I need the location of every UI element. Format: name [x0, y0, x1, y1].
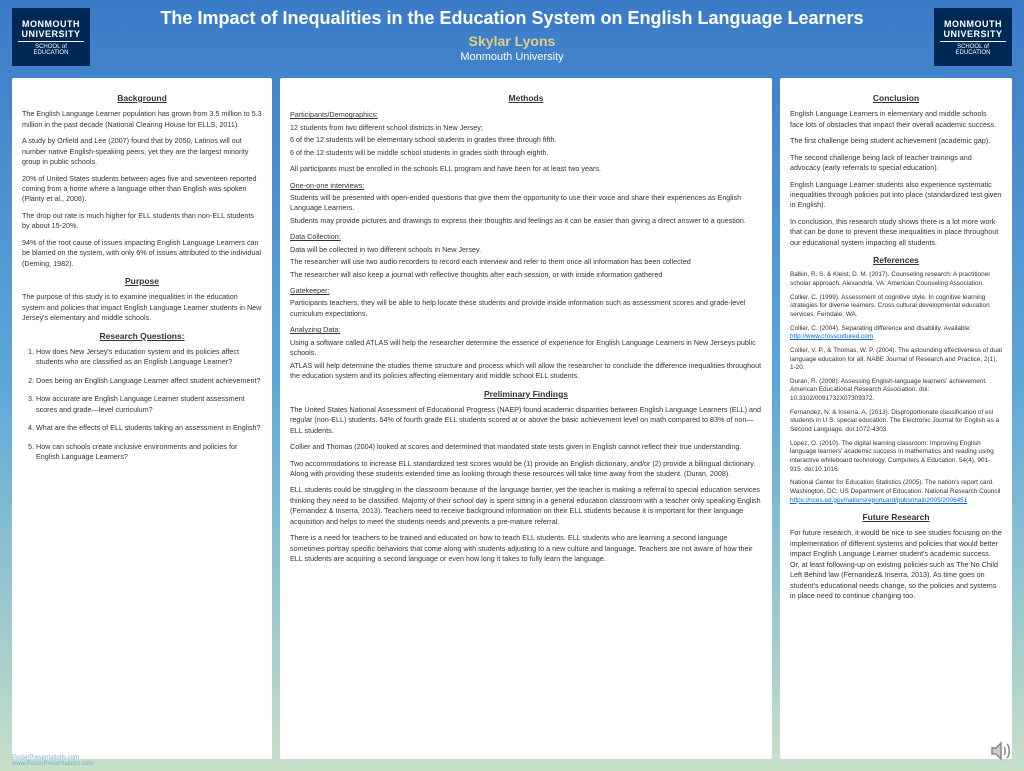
logo-sub-r: SCHOOL of EDUCATION [940, 41, 1006, 56]
findings-p5: There is a need for teachers to be train… [290, 533, 762, 564]
logo-univ: UNIVERSITY [18, 29, 84, 39]
logo-right: MONMOUTH UNIVERSITY SCHOOL of EDUCATION [934, 8, 1012, 66]
ref-item: Collier, V. P., & Thomas, W. P. (2004). … [790, 347, 1002, 373]
participants-p2: 6 of the 12 students will be elementary … [290, 135, 762, 145]
analyzing-p1: Using a software called ATLAS will help … [290, 338, 762, 359]
analyzing-p2: ATLAS will help determine the studies th… [290, 361, 762, 382]
bg-p1: The English Language Learner population … [22, 109, 262, 130]
bg-p5: 94% of the root cause of issues impactin… [22, 238, 262, 269]
findings-p3: Two accommodations to increase ELL stand… [290, 459, 762, 480]
interviews-p2: Students may provide pictures and drawin… [290, 216, 762, 226]
purpose-p: The purpose of this study is to examine … [22, 292, 262, 323]
header-center: The Impact of Inequalities in the Educat… [90, 8, 934, 63]
ref-item: Duran, R. (2008). Assessing English-lang… [790, 378, 1002, 404]
poster-title: The Impact of Inequalities in the Educat… [100, 8, 924, 29]
ref-item: National Center for Education Statistics… [790, 479, 1002, 505]
poster-affiliation: Monmouth University [100, 51, 924, 63]
ref-link[interactable]: http://www.crosscultured.com [790, 333, 873, 340]
logo-main-r: MONMOUTH [940, 19, 1006, 29]
ref-item: Fernandez, N. & Inserra, A. (2013). Disp… [790, 409, 1002, 435]
participants-p3: 6 of the 12 students will be middle scho… [290, 148, 762, 158]
data-p1: Data will be collected in two different … [290, 245, 762, 255]
participants-p4: All participants must be enrolled in the… [290, 164, 762, 174]
conc-p3: The second challenge being lack of teach… [790, 153, 1002, 174]
gatekeeper-p: Participants teachers, they will be able… [290, 298, 762, 319]
bg-p2: A study by Orfield and Lee (2007) found … [22, 136, 262, 167]
findings-title: Preliminary Findings [290, 388, 762, 400]
ref-item: Lopez, O. (2010). The digital learning c… [790, 440, 1002, 475]
rq-item: Does being an English Language Learner a… [36, 376, 262, 386]
bg-p4: The drop out rate is much higher for ELL… [22, 211, 262, 232]
conc-p4: English Language Learner students also e… [790, 180, 1002, 211]
poster-author: Skylar Lyons [100, 33, 924, 49]
ref-link[interactable]: https://nces.ed.gov/nationsreportcard/pu… [790, 497, 967, 504]
purpose-title: Purpose [22, 275, 262, 287]
participants-h: Participants/Demographics: [290, 110, 762, 120]
footer-line2: www.PosterPresentations.com [12, 761, 93, 767]
rq-item: How accurate are English Language Learne… [36, 394, 262, 415]
rq-item: How does New Jersey's education system a… [36, 347, 262, 368]
references-title: References [790, 254, 1002, 266]
bg-p3: 20% of United States students between ag… [22, 174, 262, 205]
analyzing-h: Analyzing Data: [290, 325, 762, 335]
content-row: Background The English Language Learner … [0, 72, 1024, 771]
poster-root: MONMOUTH UNIVERSITY SCHOOL of EDUCATION … [0, 0, 1024, 771]
rq-title: Research Questions: [22, 330, 262, 342]
methods-title: Methods [290, 92, 762, 104]
rq-item: What are the effects of ELL students tak… [36, 423, 262, 433]
data-p3: The researcher will also keep a journal … [290, 270, 762, 280]
sound-icon[interactable] [988, 739, 1012, 763]
column-middle: Methods Participants/Demographics: 12 st… [280, 78, 772, 759]
conclusion-title: Conclusion [790, 92, 1002, 104]
column-right: Conclusion English Language Learners in … [780, 78, 1012, 759]
header: MONMOUTH UNIVERSITY SCHOOL of EDUCATION … [0, 0, 1024, 72]
data-h: Data Collection: [290, 232, 762, 242]
gatekeeper-h: Gatekeeper: [290, 286, 762, 296]
interviews-h: One-on-one interviews: [290, 181, 762, 191]
findings-p2: Collier and Thomas (2004) looked at scor… [290, 442, 762, 452]
research-questions-list: How does New Jersey's education system a… [22, 347, 262, 463]
ref-item: Balkin, R. S. & Kleist, D. M. (2017). Co… [790, 271, 1002, 288]
participants-p1: 12 students from two different school di… [290, 123, 762, 133]
future-p: For future research, it would be nice to… [790, 528, 1002, 601]
logo-left: MONMOUTH UNIVERSITY SCHOOL of EDUCATION [12, 8, 90, 66]
interviews-p1: Students will be presented with open-end… [290, 193, 762, 214]
references-block: Balkin, R. S. & Kleist, D. M. (2017). Co… [790, 271, 1002, 505]
logo-univ-r: UNIVERSITY [940, 29, 1006, 39]
data-p2: The researcher will use two audio record… [290, 257, 762, 267]
ref-item: Collier, C. (1999). Assessment of cognit… [790, 294, 1002, 320]
rq-item: How can schools create inclusive environ… [36, 442, 262, 463]
footer-badge: PosterPresentations.com www.PosterPresen… [12, 755, 93, 767]
conc-p2: The first challenge being student achiev… [790, 136, 1002, 146]
column-left: Background The English Language Learner … [12, 78, 272, 759]
future-title: Future Research [790, 511, 1002, 523]
findings-p4: ELL students could be struggling in the … [290, 485, 762, 527]
logo-main: MONMOUTH [18, 19, 84, 29]
background-title: Background [22, 92, 262, 104]
findings-p1: The United States National Assessment of… [290, 405, 762, 436]
logo-sub: SCHOOL of EDUCATION [18, 41, 84, 56]
ref-item: Collier, C. (2004). Separating differenc… [790, 325, 1002, 342]
conc-p1: English Language Learners in elementary … [790, 109, 1002, 130]
conc-p5: In conclusion, this research study shows… [790, 217, 1002, 248]
